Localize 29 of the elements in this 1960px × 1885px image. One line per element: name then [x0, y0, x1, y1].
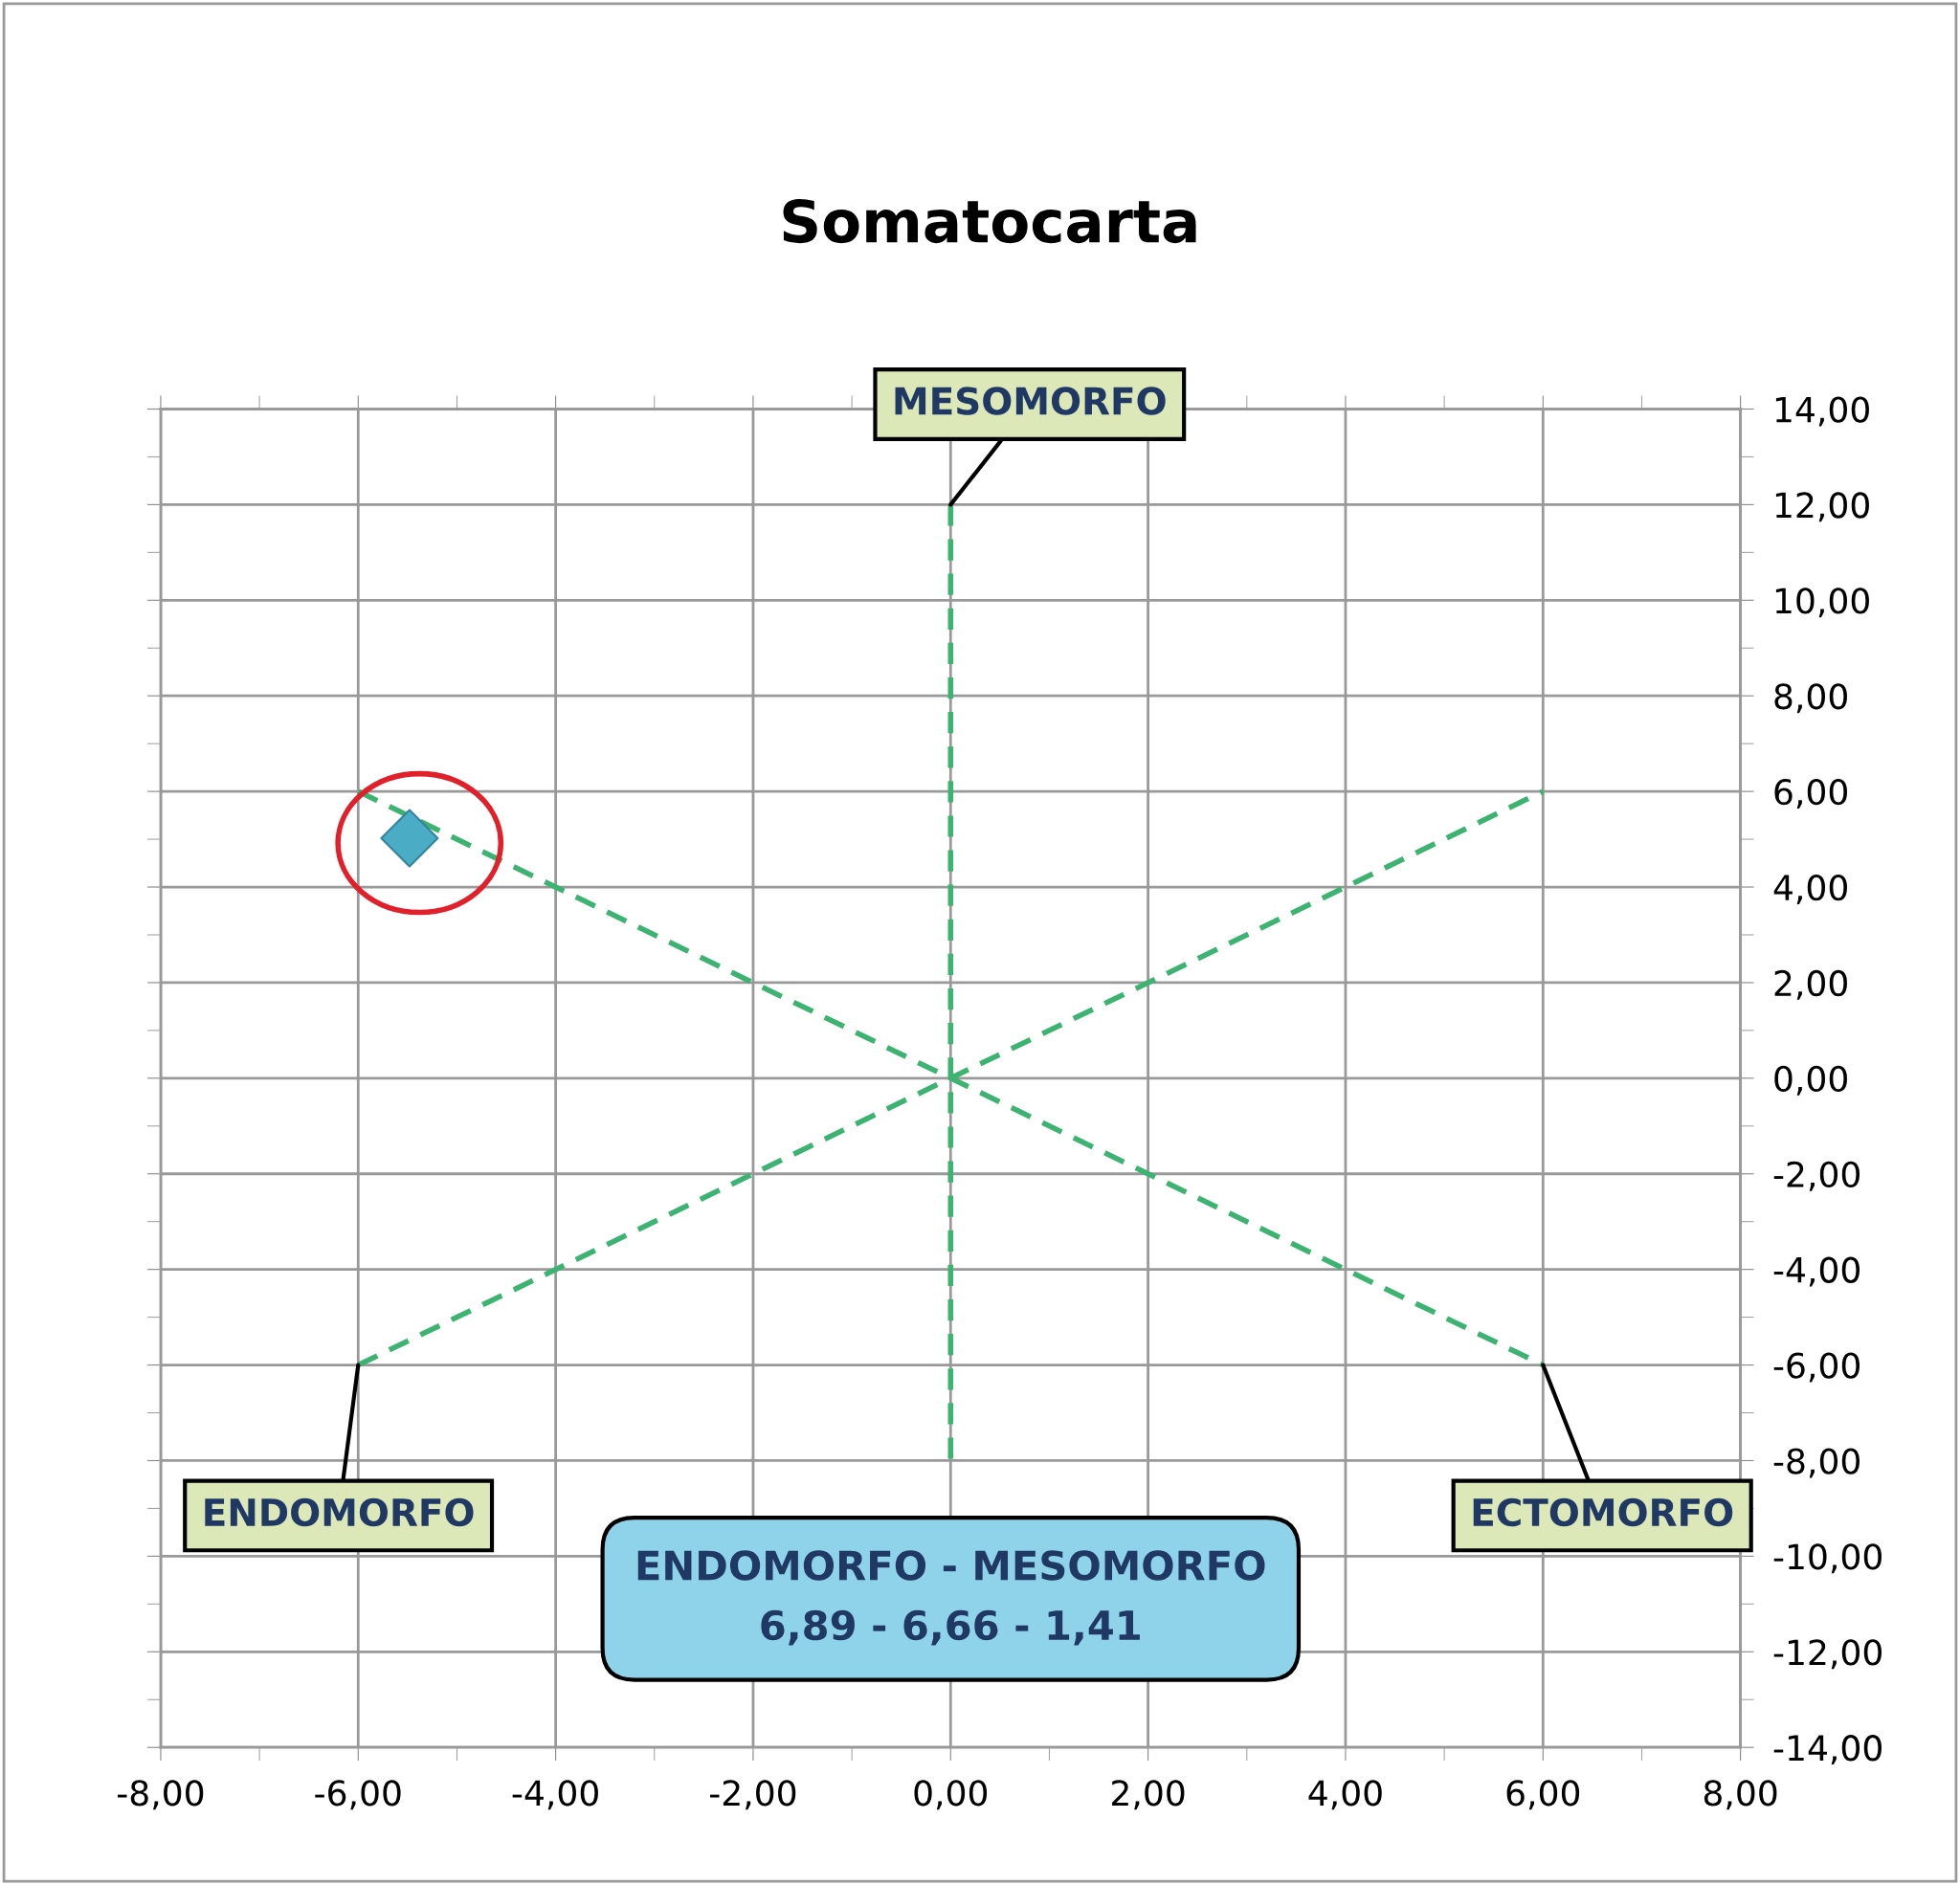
annotation: MESOMORFO	[895, 387, 1166, 415]
x-tick-label: 4,00	[1308, 1780, 1382, 1810]
annotation: ENDOMORFO	[205, 1497, 474, 1527]
y-tick-label: -2,00	[1773, 1161, 1860, 1191]
y-tick-label: -8,00	[1773, 1448, 1860, 1478]
y-tick-label: 10,00	[1775, 588, 1869, 618]
x-tick-label: -8,00	[117, 1780, 204, 1810]
y-tick-label: 4,00	[1773, 874, 1847, 904]
y-tick-label: -10,00	[1773, 1543, 1882, 1574]
y-tick-label: 6,00	[1774, 779, 1847, 809]
y-tick-label: -14,00	[1773, 1735, 1882, 1765]
y-tick-label: 12,00	[1775, 492, 1869, 522]
y-tick-label: 0,00	[1774, 1065, 1847, 1096]
y-tick-label: -6,00	[1773, 1352, 1860, 1383]
x-tick-label: -4,00	[512, 1780, 598, 1810]
annotation: ENDOMORFO - MESOMORFO 6,89 - 6,66 - 1,41	[637, 1550, 1265, 1646]
x-tick-label: -2,00	[709, 1780, 796, 1810]
x-tick-label: 2,00	[1112, 1780, 1185, 1810]
y-tick-label: -4,00	[1773, 1256, 1860, 1287]
chart-title: Somatocarta	[783, 198, 1196, 244]
y-tick-label: 8,00	[1774, 683, 1847, 714]
x-tick-label: 8,00	[1704, 1780, 1777, 1810]
y-tick-label: -12,00	[1773, 1639, 1882, 1670]
annotation: ECTOMORFO	[1473, 1497, 1733, 1527]
x-tick-label: -6,00	[315, 1780, 401, 1810]
y-tick-label: 14,00	[1775, 396, 1869, 427]
x-tick-label: 6,00	[1506, 1780, 1580, 1810]
y-tick-label: 2,00	[1774, 969, 1847, 1000]
x-tick-label: 0,00	[914, 1780, 988, 1810]
